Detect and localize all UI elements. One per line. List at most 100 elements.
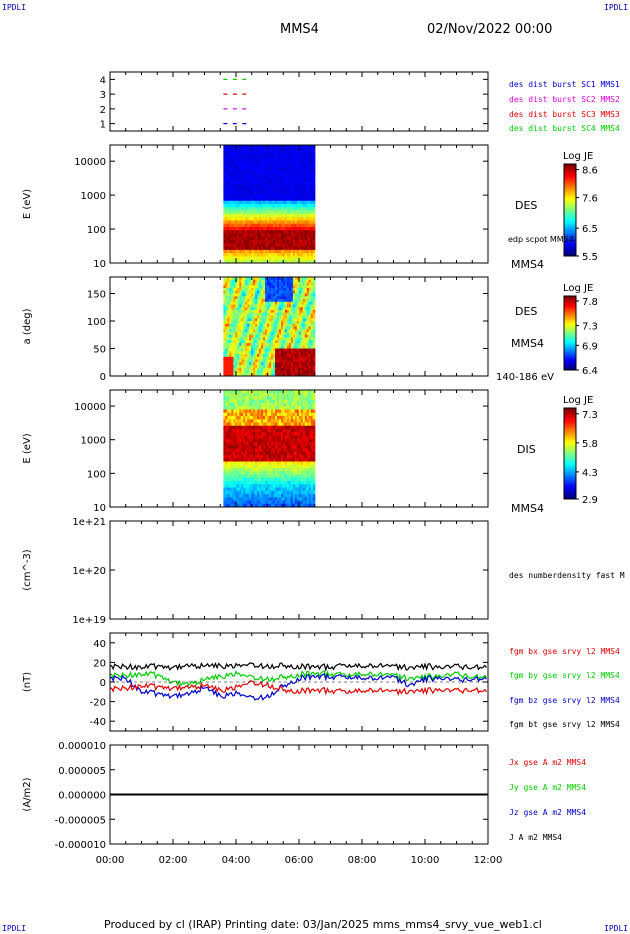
panel-dis_energy-cell (249, 403, 252, 407)
panel-burst-legend-entry: des dist burst SC3 MMS3 (509, 110, 620, 119)
panel-dis_energy-cell (255, 425, 258, 430)
panel-dis_energy-cell (280, 461, 284, 466)
panel-des_energy-cell (271, 204, 274, 208)
panel-des_pitch-cell (267, 359, 270, 363)
panel-dis_energy-cell (257, 412, 260, 417)
panel-dis_energy-cell (223, 393, 226, 398)
panel-dis_energy-cell (269, 468, 272, 472)
panel-des_pitch-cell (306, 315, 310, 319)
panel-des_pitch-cell (225, 345, 228, 350)
panel-des_pitch-cell (239, 362, 242, 366)
panel-des_pitch-cell (233, 288, 236, 292)
panel-des_pitch-cell (304, 370, 308, 374)
panel-des_energy-cell (286, 200, 290, 205)
panel-des_pitch-cell (308, 282, 312, 286)
panel-des_pitch-cell (259, 321, 262, 325)
panel-des_pitch-cell (245, 318, 248, 322)
panel-des_energy-cell (300, 158, 304, 162)
panel-des_pitch-cell (267, 318, 270, 322)
panel-des_energy-cell (253, 253, 256, 258)
panel-des_pitch-cell (229, 365, 232, 369)
panel-des_pitch-cell (267, 343, 270, 347)
panel-des_pitch-cell (296, 285, 300, 289)
panel-dis_energy-cell (279, 438, 282, 443)
panel-des_energy-cell (233, 233, 236, 238)
panel-des_pitch-cell (312, 354, 316, 358)
panel-des_energy-cell (269, 243, 272, 248)
panel-des_energy-cell (308, 226, 312, 231)
panel-des_pitch-cell (308, 285, 312, 289)
panel-des_energy-cell (241, 233, 244, 238)
panel-des_pitch-cell (300, 279, 304, 284)
panel-des_energy-cell (271, 236, 274, 241)
panel-des_pitch-cell (290, 299, 294, 303)
panel-des_energy-cell (269, 197, 272, 202)
panel-des_pitch-cell (223, 288, 226, 292)
panel-dis_energy-cell (259, 451, 262, 456)
panel-des_energy-cell (279, 207, 282, 212)
panel-des_pitch-cell (308, 362, 312, 366)
panel-des_pitch-cell (271, 315, 274, 319)
panel-des_pitch-cell (245, 282, 248, 286)
panel-dis_energy-cell (225, 464, 228, 469)
panel-dis_energy-cell (275, 497, 278, 502)
panel-dis_energy-cell (261, 412, 264, 417)
panel-des_pitch-cell (243, 343, 246, 347)
panel-dis_energy-cell (239, 390, 242, 394)
panel-des_pitch-cell (251, 365, 254, 369)
panel-des_energy-cell (290, 197, 294, 202)
panel-dis_energy-cell (288, 393, 292, 398)
panel-dis_energy-cell (241, 396, 244, 401)
panel-des_pitch-cell (253, 277, 256, 281)
panel-des_energy-cell (231, 145, 234, 149)
panel-des_pitch-colorbar-step (564, 320, 576, 323)
panel-dis_energy-cell (225, 399, 228, 404)
panel-des_pitch-cell (310, 365, 314, 369)
panel-dis_energy-cell (282, 435, 286, 440)
panel-des_energy-cell (294, 243, 298, 248)
panel-des_energy-cell (302, 259, 306, 263)
panel-des_energy-cell (275, 148, 278, 153)
panel-dis_energy-cell (239, 448, 242, 453)
panel-dis_energy-cell (269, 396, 272, 401)
panel-des_energy-cell (279, 210, 282, 215)
panel-des_pitch-cell (312, 279, 316, 284)
panel-des_energy-cell (267, 243, 270, 248)
panel-des_pitch-cell (267, 312, 270, 317)
panel-des_energy-cell (233, 213, 236, 218)
panel-dis_energy-cell (239, 464, 242, 469)
panel-des_energy-cell (286, 233, 290, 238)
panel-des_pitch-cell (298, 326, 302, 330)
panel-dis_energy-cell (288, 458, 292, 463)
panel-dis_energy-cell (294, 448, 298, 453)
panel-des_energy-cell (259, 240, 262, 244)
panel-des_pitch-cell (302, 373, 306, 376)
panel-dis_energy-cell (280, 438, 284, 443)
panel-des_energy-cell (280, 200, 284, 205)
panel-des_energy-cell (263, 243, 266, 248)
panel-des_energy-cell (302, 171, 306, 176)
panel-des_energy-cell (267, 207, 270, 212)
panel-dis_energy-cell (280, 416, 284, 420)
panel-des_energy-cell (312, 220, 316, 225)
panel-des_energy-cell (312, 217, 316, 221)
panel-des_energy-cell (312, 256, 316, 261)
panel-des_pitch-cell (275, 362, 278, 366)
panel-des_energy-cell (275, 240, 278, 244)
panel-des_pitch-cell (302, 279, 306, 284)
panel-dis_energy-cell (259, 474, 262, 479)
panel-dis_energy-cell (229, 403, 232, 407)
panel-des_pitch-cell (306, 279, 310, 284)
panel-des_energy-cell (259, 246, 262, 251)
panel-des_pitch-cell (296, 279, 300, 284)
panel-dis_energy-cell (225, 494, 228, 498)
panel-des_pitch-cell (225, 282, 228, 286)
panel-des_energy-cell (253, 184, 256, 189)
panel-des_energy-cell (273, 158, 276, 162)
panel-des_pitch-cell (231, 354, 234, 358)
panel-des_energy-cell (231, 253, 234, 258)
panel-dis_energy-cell (279, 494, 282, 498)
panel-des_energy-cell (304, 174, 308, 179)
panel-des_energy-cell (255, 233, 258, 238)
panel-des_pitch-cell (290, 348, 294, 352)
